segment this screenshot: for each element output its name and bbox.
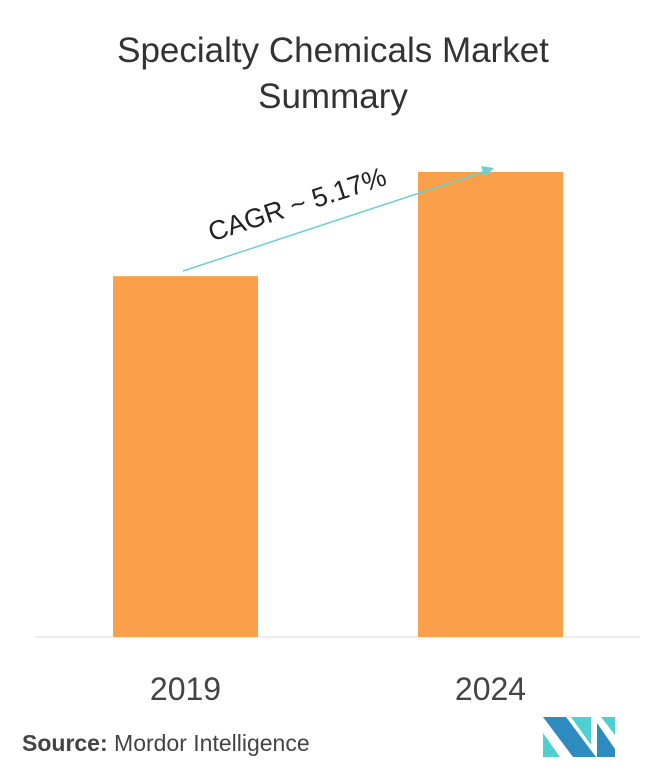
title-line-1: Specialty Chemicals Market xyxy=(117,31,549,70)
cagr-annotation: CAGR ~ 5.17% xyxy=(204,162,390,248)
title-line-2: Summary xyxy=(258,77,408,116)
mordor-logo xyxy=(543,717,615,757)
cagr-arrow-line xyxy=(182,170,487,272)
source-note: Source: Mordor Intelligence xyxy=(22,730,310,757)
bar-2024 xyxy=(418,172,563,637)
source-label: Source: xyxy=(22,730,108,756)
chart-title: Specialty Chemicals Market Summary xyxy=(0,28,666,120)
x-tick-label-2019: 2019 xyxy=(150,671,221,707)
source-text: Mordor Intelligence xyxy=(114,730,310,756)
cagr-arrow-head xyxy=(481,166,494,177)
bar-2019 xyxy=(113,276,258,637)
x-tick-label-2024: 2024 xyxy=(455,671,526,707)
